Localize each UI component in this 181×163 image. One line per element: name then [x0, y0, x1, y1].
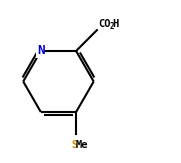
Text: Me: Me	[76, 140, 88, 150]
Text: H: H	[113, 19, 119, 29]
Text: N: N	[37, 44, 45, 58]
Text: CO: CO	[98, 19, 111, 29]
Text: S: S	[72, 140, 78, 150]
Text: 2: 2	[109, 22, 114, 31]
